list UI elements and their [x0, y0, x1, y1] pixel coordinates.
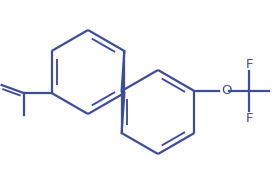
Text: O: O	[221, 84, 232, 96]
Text: F: F	[246, 111, 253, 125]
Text: F: F	[273, 84, 274, 98]
Text: F: F	[246, 57, 253, 71]
